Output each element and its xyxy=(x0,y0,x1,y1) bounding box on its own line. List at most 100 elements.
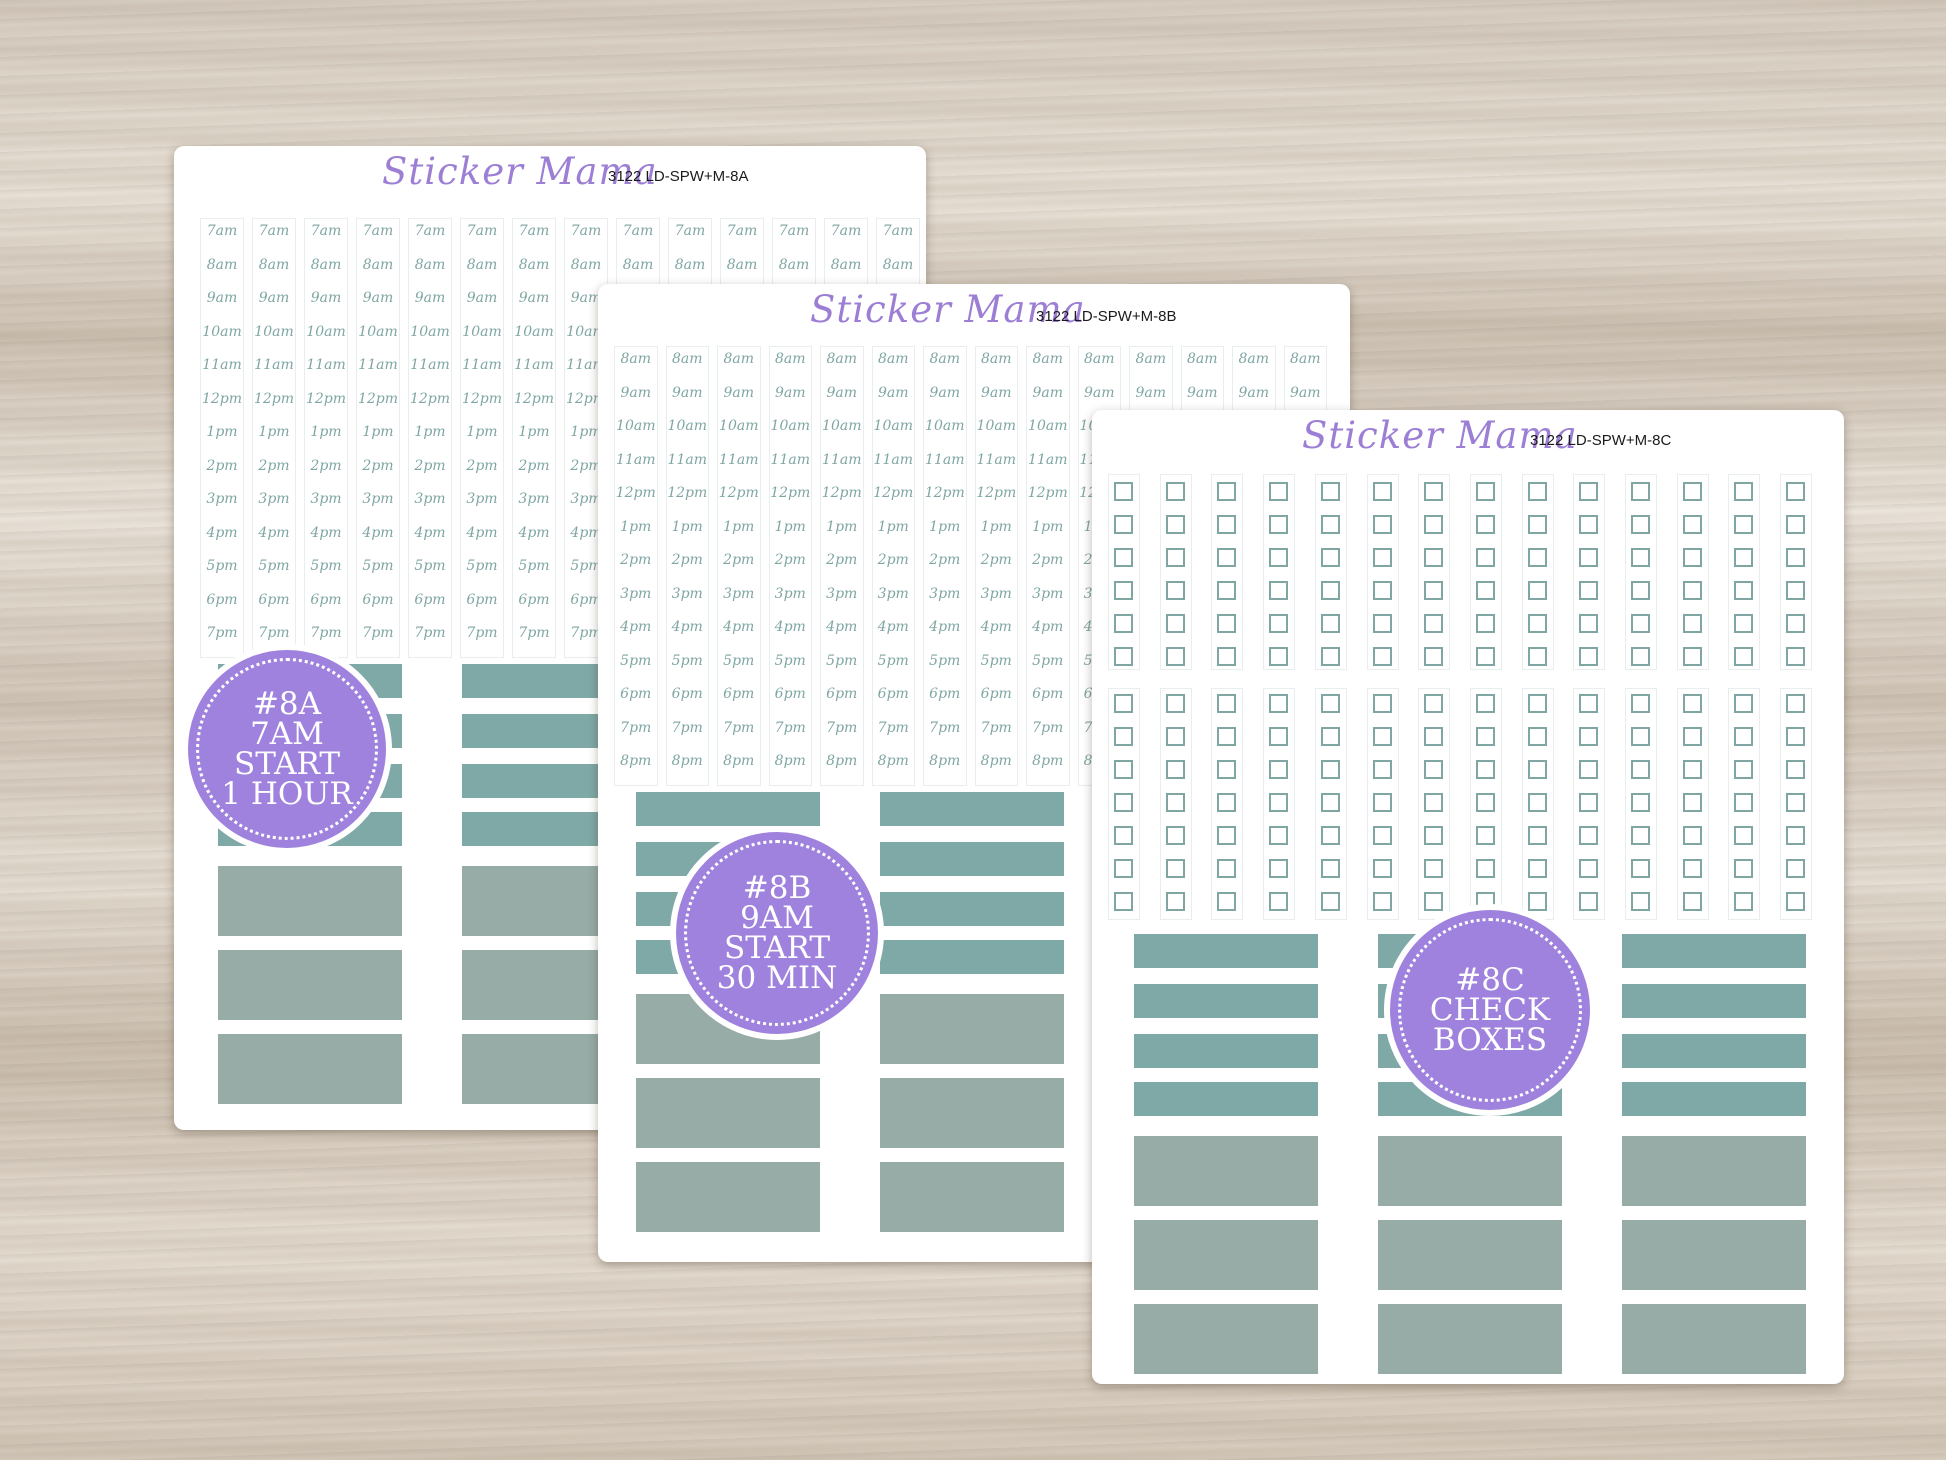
checkbox-icon xyxy=(1165,614,1185,633)
time-label: 12pm xyxy=(821,485,862,501)
time-label: 3pm xyxy=(310,491,342,507)
time-label: 4pm xyxy=(310,524,342,541)
checkbox-icon xyxy=(1217,647,1237,666)
time-label: 4pm xyxy=(980,619,1012,635)
checkbox-icon xyxy=(1579,760,1599,779)
checkbox-icon xyxy=(1631,647,1650,666)
time-label: 7pm xyxy=(518,625,550,641)
time-label: 8pm xyxy=(877,753,909,769)
time-label: 5pm xyxy=(206,558,238,574)
time-label: 2pm xyxy=(877,552,909,568)
checkbox-icon xyxy=(1786,581,1806,600)
time-label: 5pm xyxy=(877,652,909,669)
checkbox-icon xyxy=(1475,727,1495,746)
badge-line: 7AM xyxy=(250,716,324,752)
time-label: 6pm xyxy=(620,686,652,702)
checkbox-icon xyxy=(1475,614,1495,633)
time-label: 3pm xyxy=(206,491,238,507)
time-label: 2pm xyxy=(414,457,446,474)
box-sticker xyxy=(1378,1304,1562,1374)
checkbox-icon xyxy=(1320,892,1340,911)
time-label: 3pm xyxy=(1032,585,1064,602)
badge-line: #8B xyxy=(742,870,812,906)
checkbox-icon xyxy=(1165,548,1185,567)
box-sticker xyxy=(1622,1304,1806,1374)
time-label: 6pm xyxy=(723,686,755,702)
time-label: 10am xyxy=(566,323,606,340)
time-label: 8am xyxy=(1238,351,1270,367)
time-label: 12pm xyxy=(976,485,1017,501)
time-label: 8am xyxy=(1135,351,1167,367)
checkbox-icon xyxy=(1786,548,1806,567)
checkbox-column xyxy=(1780,688,1813,920)
time-label: 9am xyxy=(1238,384,1270,401)
time-label: 12pm xyxy=(305,390,347,407)
checkbox-icon xyxy=(1424,482,1444,501)
checkbox-icon xyxy=(1269,826,1289,845)
checkbox-icon xyxy=(1527,647,1547,666)
checkbox-icon xyxy=(1527,760,1547,779)
badge-line: 1 HOUR xyxy=(221,776,353,812)
time-label: 7pm xyxy=(570,625,602,641)
box-sticker xyxy=(636,1078,820,1148)
checkbox-icon xyxy=(1320,647,1340,666)
time-label: 8am xyxy=(1032,351,1064,367)
time-label: 11am xyxy=(410,357,450,373)
time-label: 7pm xyxy=(258,625,290,641)
checkbox-icon xyxy=(1372,482,1392,501)
time-label: 4pm xyxy=(723,619,755,635)
checkbox-icon xyxy=(1734,760,1754,779)
time-label: 8am xyxy=(674,256,706,273)
time-label: 7pm xyxy=(1032,719,1064,736)
sheet-code: 3122 LD-SPW+M-8C xyxy=(1530,432,1672,449)
checkbox-icon xyxy=(1631,760,1650,779)
time-label: 9am xyxy=(929,384,961,401)
time-column: 8am 9am 10am 11am 12pm 1pm 2pm 3pm 4pm 5pm 6pm 7pm 8… xyxy=(923,346,967,786)
checkbox-icon xyxy=(1114,482,1133,501)
time-column: 7am 8am 9am 10am 11am 12pm 1pm 2pm 3pm 4pm 5pm 6pm 7… xyxy=(200,218,244,658)
header-bar-sticker xyxy=(1622,934,1806,968)
time-label: 6pm xyxy=(310,591,342,608)
checkbox-icon xyxy=(1475,548,1495,567)
time-label: 11am xyxy=(358,357,398,373)
time-label: 8pm xyxy=(826,753,858,769)
time-label: 7am xyxy=(258,223,290,239)
time-label: 12pm xyxy=(409,390,451,407)
checkbox-icon xyxy=(1786,793,1806,812)
checkbox-icon xyxy=(1269,515,1289,534)
checkbox-icon xyxy=(1217,515,1237,534)
brand-logo: Sticker Mama xyxy=(810,288,1086,331)
time-label: 1pm xyxy=(620,518,652,535)
time-label: 11am xyxy=(667,451,707,468)
time-label: 8am xyxy=(929,351,961,367)
checkbox-icon xyxy=(1424,892,1444,911)
time-label: 8am xyxy=(882,256,914,273)
checkbox-icon xyxy=(1269,727,1289,746)
checkbox-icon xyxy=(1217,614,1237,633)
time-label: 3pm xyxy=(671,585,703,602)
time-label: 7pm xyxy=(466,625,498,641)
checkbox-column xyxy=(1314,688,1347,920)
time-label: 6pm xyxy=(518,591,550,608)
checkbox-icon xyxy=(1786,694,1806,713)
time-column: 8am 9am 10am 11am 12pm 1pm 2pm 3pm 4pm 5pm 6pm 7pm 8… xyxy=(974,346,1018,786)
checkbox-icon xyxy=(1165,515,1185,534)
time-label: 10am xyxy=(306,323,346,340)
checkbox-icon xyxy=(1114,581,1133,600)
time-label: 10am xyxy=(254,323,294,340)
time-label: 2pm xyxy=(929,552,961,568)
time-label: 5pm xyxy=(774,652,806,669)
header-bar-sticker xyxy=(1622,984,1806,1018)
time-label: 8pm xyxy=(1032,753,1064,769)
checkbox-icon xyxy=(1165,727,1185,746)
checkbox-column xyxy=(1159,474,1192,670)
time-label: 5pm xyxy=(258,558,290,574)
time-column: 8am 9am 10am 11am 12pm 1pm 2pm 3pm 4pm 5pm 6pm 7pm 8… xyxy=(1026,346,1070,786)
time-column: 7am 8am 9am 10am 11am 12pm 1pm 2pm 3pm 4pm 5pm 6pm 7… xyxy=(356,218,400,658)
time-label: 9am xyxy=(671,384,703,401)
checkbox-icon xyxy=(1475,826,1495,845)
time-label: 5pm xyxy=(570,558,602,574)
time-label: 3pm xyxy=(826,585,858,602)
checkbox-icon xyxy=(1682,859,1702,878)
time-label: 8am xyxy=(726,256,758,273)
